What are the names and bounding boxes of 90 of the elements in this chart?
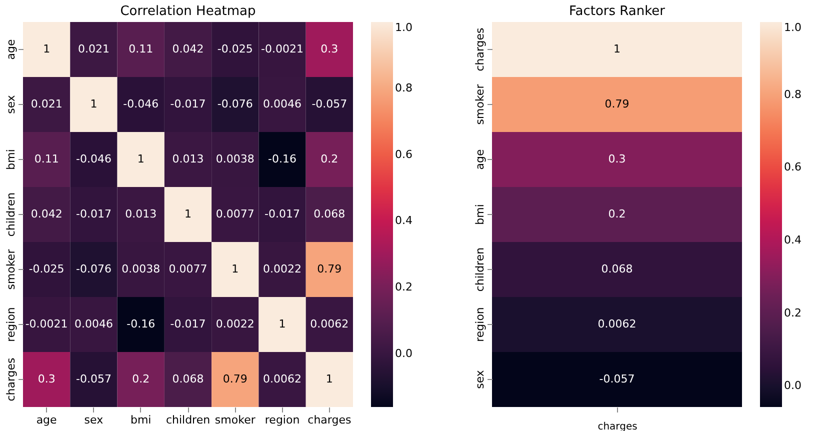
data-label: -0.046 [76, 152, 112, 166]
data-label: 1 [326, 372, 333, 386]
data-label: 0.0077 [216, 208, 254, 220]
data-label: 0.3 [38, 372, 56, 386]
data-label: -0.017 [264, 208, 300, 220]
data-label: 0.0022 [263, 262, 302, 276]
data-label: 0.013 [172, 152, 204, 166]
data-label: 0.0062 [263, 372, 302, 386]
data-label: 0.11 [34, 152, 59, 166]
data-label: 0.0062 [598, 318, 636, 330]
x-tick-label: smoker [214, 414, 256, 426]
data-label: 0.0022 [216, 318, 254, 330]
data-label: -0.057 [599, 372, 635, 386]
data-label: 1 [614, 42, 620, 56]
data-label: 1 [137, 152, 144, 166]
data-label: -0.16 [268, 152, 297, 166]
color-bar-label: 0.4 [784, 234, 802, 247]
data-label: 0.021 [30, 98, 62, 110]
data-label: 0.0062 [310, 318, 349, 330]
data-label: 0.0046 [74, 318, 113, 330]
data-label: 0.068 [314, 208, 346, 220]
data-label: 0.2 [608, 208, 626, 220]
data-label: 0.0038 [122, 262, 160, 276]
data-label: -0.017 [170, 98, 206, 110]
y-tick-label: bmi [4, 149, 18, 170]
y-tick-label: children [474, 247, 486, 292]
color-bar-label: 0.2 [395, 280, 412, 294]
x-tick-label: sex [84, 414, 104, 426]
data-label: 1 [184, 208, 192, 220]
data-label: 0.79 [222, 372, 248, 386]
data-label: 0.021 [78, 42, 110, 56]
data-label: 0.2 [132, 372, 150, 386]
color-bar-label: 0.8 [395, 81, 412, 94]
y-tick-label: children [4, 192, 18, 237]
color-bar-label: 0.4 [395, 214, 412, 228]
y-tick-label: sex [4, 94, 18, 114]
color-bar-label: 0.0 [395, 346, 412, 360]
data-label: 1 [232, 262, 239, 276]
x-tick-label: bmi [130, 414, 152, 426]
data-label: 1 [278, 318, 286, 330]
data-label: 0.0046 [263, 98, 302, 110]
data-label: -0.017 [170, 318, 206, 330]
data-label: -0.076 [76, 262, 112, 276]
x-tick-label: age [36, 414, 58, 426]
color-bar-label: 0.0 [784, 379, 802, 392]
y-tick-label: age [4, 39, 18, 60]
data-label: 0.042 [30, 208, 62, 220]
data-label: -0.025 [217, 42, 253, 56]
color-bar-label: 0.6 [784, 160, 802, 174]
data-label: 0.79 [604, 98, 630, 110]
y-tick-label: bmi [474, 204, 486, 225]
y-tick-label: age [474, 149, 486, 170]
data-label: 0.068 [601, 262, 633, 276]
y-tick-label: charges [474, 27, 486, 72]
data-label: -0.046 [123, 98, 159, 110]
data-label: 0.2 [320, 152, 338, 166]
data-label: 0.042 [172, 42, 204, 56]
data-label: -0.0021 [261, 42, 304, 56]
data-label: 0.013 [125, 208, 157, 220]
y-tick-label: sex [474, 370, 486, 389]
data-label: 0.068 [172, 372, 204, 386]
data-label: -0.025 [28, 262, 64, 276]
color-bar-label: 0.8 [784, 88, 802, 101]
data-label: -0.0021 [25, 318, 68, 330]
x-tick-label: children [166, 414, 210, 426]
data-label: -0.057 [76, 372, 112, 386]
color-bar-label: 0.2 [784, 306, 802, 320]
data-label: -0.017 [76, 208, 112, 220]
color-bar-label: 1.0 [395, 21, 412, 34]
data-label: 0.0077 [168, 262, 208, 276]
y-tick-label: smoker [4, 248, 18, 290]
x-tick-label: region [264, 414, 300, 426]
color-bar-label: 1.0 [784, 21, 802, 34]
data-label: -0.16 [126, 318, 156, 330]
data-label: 0.79 [317, 262, 342, 276]
y-tick-label: region [4, 307, 18, 342]
x-tick-label: charges [308, 414, 352, 426]
data-label: 1 [43, 42, 50, 56]
chart-title: Factors Ranker [568, 4, 666, 19]
data-label: -0.076 [217, 98, 253, 110]
chart-title: Correlation Heatmap [120, 4, 256, 19]
data-label: 0.3 [608, 152, 626, 166]
color-bar-label: 0.6 [395, 148, 412, 161]
data-label: 0.11 [128, 42, 154, 56]
data-label: -0.057 [312, 98, 348, 110]
data-label: 0.3 [320, 42, 338, 56]
data-label: 1 [90, 98, 98, 110]
data-label: 0.0038 [216, 152, 254, 166]
y-tick-label: region [474, 307, 486, 342]
y-tick-label: smoker [474, 84, 486, 125]
